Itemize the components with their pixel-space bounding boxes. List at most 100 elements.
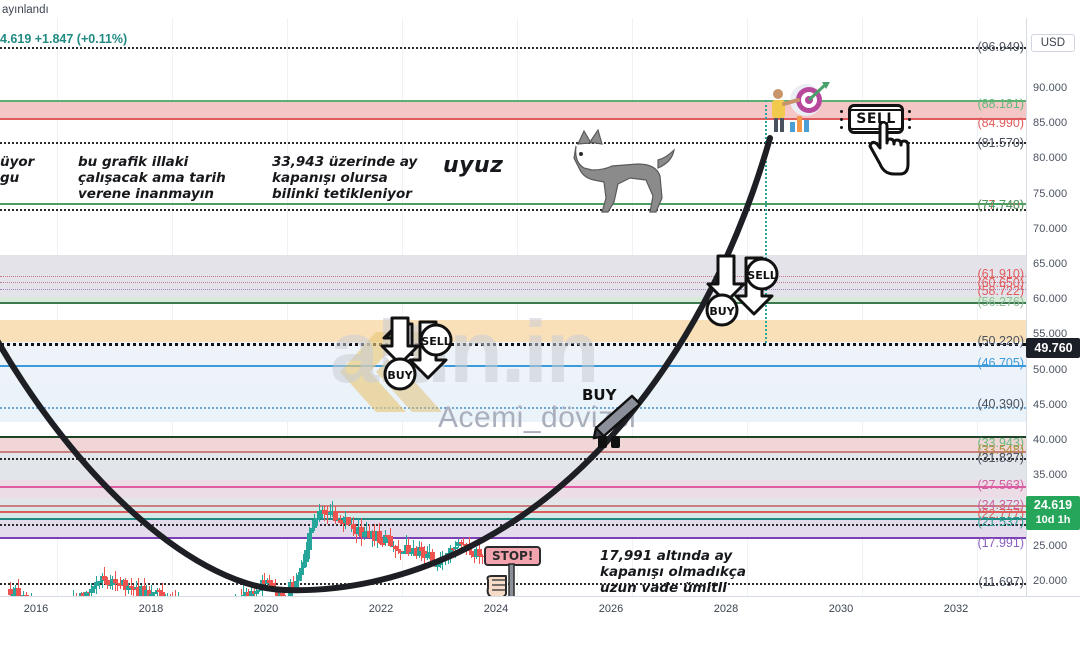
level-line-33548 — [0, 451, 1026, 453]
press-tick — [908, 126, 911, 129]
price-tick: 80.000 — [1033, 152, 1068, 165]
annotation-uyuz: uyuz — [443, 153, 504, 178]
candle-body — [249, 591, 255, 596]
level-label: (58.722) — [977, 284, 1024, 298]
price-tick: 25.000 — [1033, 539, 1068, 552]
price-tick: 60.000 — [1033, 293, 1068, 306]
annotation-long-term-note: 17,991 altında ay kapanışı olmadıkça uzu… — [600, 548, 746, 596]
press-tick — [840, 126, 843, 129]
level-label: (84.990) — [977, 116, 1024, 130]
level-label: (31.837) — [977, 451, 1024, 465]
time-tick: 2016 — [23, 603, 49, 615]
zone-red-top — [0, 100, 1026, 118]
level-label: (22.777) — [977, 507, 1024, 521]
price-tick: 75.000 — [1033, 187, 1068, 200]
price-tick: 90.000 — [1033, 82, 1068, 94]
price-tick: 65.000 — [1033, 258, 1068, 270]
price-tick: 20.000 — [1033, 574, 1068, 587]
level-line-24372 — [0, 505, 1026, 507]
candle-body — [23, 595, 29, 596]
level-label: (74.748) — [977, 198, 1024, 212]
level-line-31837 — [0, 458, 1026, 460]
level-label: (33.943) — [977, 436, 1024, 450]
zone-pink — [0, 480, 1026, 498]
candle-wick — [25, 591, 27, 596]
level-line-22777 — [0, 511, 1026, 513]
annotation-left-top: üyor gu — [0, 154, 35, 186]
time-tick: 2030 — [828, 603, 854, 615]
press-tick — [908, 110, 911, 113]
pointer-hand-cursor — [868, 122, 910, 176]
level-line-77740 — [0, 203, 1026, 205]
time-tick: 2028 — [713, 603, 739, 615]
candle-body — [280, 592, 286, 596]
current-price-badge: 24.619 10d 1h — [1026, 496, 1080, 530]
chart-plot-area[interactable]: altın.in Acemi_dövizci üyor gu bu grafik… — [0, 18, 1026, 596]
current-price-value: 24.619 — [1033, 498, 1073, 512]
press-tick — [840, 118, 843, 121]
candle-wick — [177, 591, 179, 596]
candle-body — [241, 594, 247, 596]
price-tick: 70.000 — [1033, 222, 1068, 235]
time-tick: 2026 — [598, 603, 624, 615]
level-label: (61.910) — [977, 267, 1024, 281]
level-label: (81.570) — [977, 136, 1024, 150]
current-price-countdown: 10d 1h — [1035, 514, 1071, 526]
level-line-17991 — [0, 537, 1026, 539]
press-tick — [840, 110, 843, 113]
level-label: (77.740) — [977, 198, 1024, 212]
candle-wick — [75, 593, 77, 596]
candle-wick — [167, 592, 169, 596]
time-tick: 2022 — [368, 603, 394, 615]
buy-sell-arrows-sticker-right: SELL BUY — [705, 254, 779, 327]
candle-body — [81, 593, 87, 596]
candle-body — [246, 592, 252, 596]
candle-wick — [30, 593, 32, 596]
candle-wick — [88, 590, 90, 596]
candle-body — [298, 567, 304, 575]
level-label: (17.991) — [977, 536, 1024, 550]
level-line-58722 — [0, 289, 1026, 290]
price-tick: 85.000 — [1033, 117, 1068, 130]
buy-pencil-label: BUY — [582, 386, 617, 404]
level-label: (40.390) — [977, 397, 1024, 411]
candle-wick — [23, 590, 25, 596]
level-label: (88.181) — [977, 97, 1024, 111]
candle-wick — [169, 593, 171, 596]
candle-body — [149, 593, 155, 596]
zone-grey-upper — [0, 255, 1026, 301]
stop-sign-sticker: STOP! — [484, 546, 542, 596]
time-axis[interactable]: 2016 2018 2020 2022 2024 2026 2028 2030 2032 — [0, 596, 1080, 626]
level-line-61910 — [0, 276, 1026, 277]
buy-sell-arrows-sticker-left: SELL BUY — [380, 316, 453, 391]
press-tick — [908, 118, 911, 121]
candle-body — [277, 592, 283, 596]
sell-button-sticker[interactable]: SELL — [848, 104, 904, 134]
candle-wick — [172, 591, 174, 596]
level-label: (96.949) — [977, 40, 1024, 54]
level-label: (33.548) — [977, 443, 1024, 457]
level-line-84990 — [0, 118, 1026, 120]
price-axis[interactable]: USD 90.000 85.000 80.000 75.000 70.000 65.000… — [1026, 18, 1080, 657]
annotation-trigger-note: 33,943 üzerinde ay kapanışı olursa bilin… — [272, 154, 418, 202]
zone-red-upper — [0, 437, 1026, 451]
svg-text:SELL: SELL — [421, 335, 450, 348]
level-line-88181 — [0, 100, 1026, 102]
candle-wick — [235, 594, 237, 596]
time-tick: 2018 — [138, 603, 164, 615]
candle-body — [10, 594, 16, 596]
svg-text:BUY: BUY — [709, 305, 735, 318]
candle-body — [83, 591, 89, 596]
zone-violet — [0, 519, 1026, 537]
candle-body — [78, 593, 84, 596]
candle-body — [159, 591, 165, 596]
level-label: (50.220) — [977, 334, 1024, 348]
target-achievement-sticker — [772, 82, 830, 132]
price-tick: 40.000 — [1033, 434, 1068, 446]
currency-badge[interactable]: USD — [1030, 34, 1075, 52]
candle-wick — [164, 594, 166, 596]
level-line-33943 — [0, 436, 1026, 438]
price-tick: 45.000 — [1033, 398, 1068, 411]
gridline-vertical — [862, 18, 863, 596]
